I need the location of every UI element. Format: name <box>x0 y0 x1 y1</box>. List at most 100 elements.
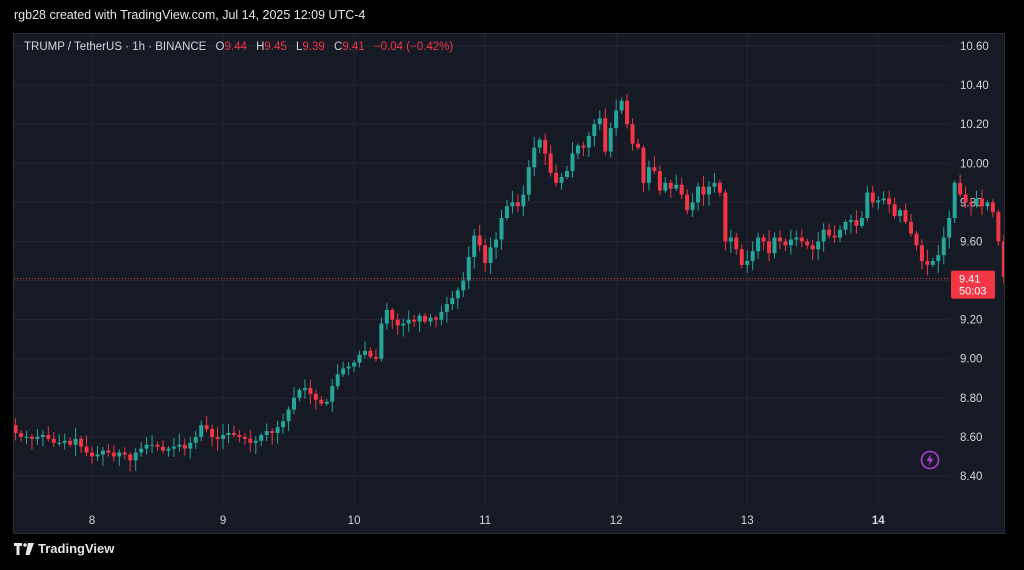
candle <box>581 141 586 157</box>
candle <box>767 230 772 262</box>
candle <box>433 315 438 328</box>
candle <box>231 425 236 438</box>
candle <box>947 210 952 249</box>
candle <box>395 313 400 335</box>
candle <box>150 435 155 454</box>
y-tick-label: 8.80 <box>960 393 982 405</box>
y-tick-label: 10.00 <box>960 158 989 170</box>
candle <box>504 200 509 221</box>
ohlc-legend: TRUMP / TetherUS · 1h · BINANCE O9.44 H9… <box>24 41 453 53</box>
y-tick-label: 9.00 <box>960 354 982 366</box>
candle <box>166 446 171 457</box>
candle <box>221 423 226 450</box>
candle <box>985 200 990 211</box>
candle <box>745 250 750 273</box>
candle <box>341 361 346 377</box>
candle <box>226 423 231 444</box>
candle <box>466 246 471 290</box>
candle <box>182 438 187 456</box>
candle <box>521 185 526 216</box>
x-tick-label: 9 <box>220 515 226 527</box>
candle <box>51 432 56 448</box>
candle <box>663 177 668 193</box>
candle <box>919 239 924 270</box>
low-key: L <box>296 41 303 53</box>
candle <box>914 230 919 251</box>
candle <box>777 230 782 249</box>
candle <box>641 145 646 193</box>
candle <box>264 423 269 442</box>
candle <box>281 413 286 434</box>
candle <box>390 307 395 329</box>
candle <box>750 241 755 270</box>
candle <box>111 445 116 462</box>
candle <box>712 173 717 193</box>
candle <box>139 442 144 457</box>
candle <box>761 234 766 251</box>
candle <box>330 378 335 412</box>
candle <box>739 244 744 269</box>
candle <box>439 305 444 326</box>
candle <box>614 99 619 136</box>
candle <box>701 176 706 206</box>
candle <box>406 310 411 332</box>
candle <box>783 238 788 252</box>
change-value: −0.04 (−0.42%) <box>373 41 454 53</box>
grid-lines <box>14 34 949 504</box>
close-value: 9.41 <box>342 41 365 53</box>
candle <box>630 118 635 151</box>
candle <box>346 361 351 376</box>
candle <box>859 210 864 229</box>
y-tick-label: 10.40 <box>960 80 989 92</box>
candle <box>417 313 422 333</box>
candle <box>302 379 307 399</box>
candle <box>668 179 673 198</box>
candle <box>450 291 455 311</box>
x-axis-labels: 8 9 10 11 12 13 14 <box>89 515 885 527</box>
candle <box>979 189 984 216</box>
candle <box>472 229 477 269</box>
candle <box>963 186 968 208</box>
candle <box>586 131 591 157</box>
candle <box>903 203 908 224</box>
candle <box>575 143 580 160</box>
last-price-label: 9.41 <box>959 274 980 286</box>
x-tick-label: 14 <box>872 515 885 527</box>
candle <box>384 303 389 330</box>
x-tick-label: 11 <box>479 515 491 527</box>
y-tick-label: 10.60 <box>960 41 989 53</box>
candle <box>636 138 640 150</box>
candle <box>788 229 793 255</box>
candle <box>237 429 242 443</box>
candle <box>79 435 84 453</box>
lightning-icon[interactable] <box>920 450 940 470</box>
candle <box>510 190 515 214</box>
candle <box>592 119 597 147</box>
candle <box>275 420 280 444</box>
candle <box>128 451 133 472</box>
tradingview-footer[interactable]: TradingView <box>14 541 114 556</box>
candle <box>368 347 373 359</box>
x-tick-label: 10 <box>348 515 361 527</box>
candle <box>674 174 679 191</box>
high-value: 9.45 <box>264 41 287 53</box>
candle <box>936 244 941 273</box>
y-tick-label: 8.60 <box>960 432 982 444</box>
candle <box>210 424 215 447</box>
candle <box>870 185 875 208</box>
candle <box>160 440 165 454</box>
candle <box>799 229 804 248</box>
candle <box>204 415 209 433</box>
candle <box>14 418 18 441</box>
candle <box>444 296 449 323</box>
last-price-tag: 9.41 50:03 <box>951 270 995 299</box>
candle <box>455 287 460 309</box>
x-tick-label: 12 <box>610 515 623 527</box>
candle <box>848 214 853 234</box>
candle <box>690 193 695 217</box>
candle <box>728 229 733 253</box>
candle <box>838 225 843 242</box>
candle <box>68 437 73 448</box>
